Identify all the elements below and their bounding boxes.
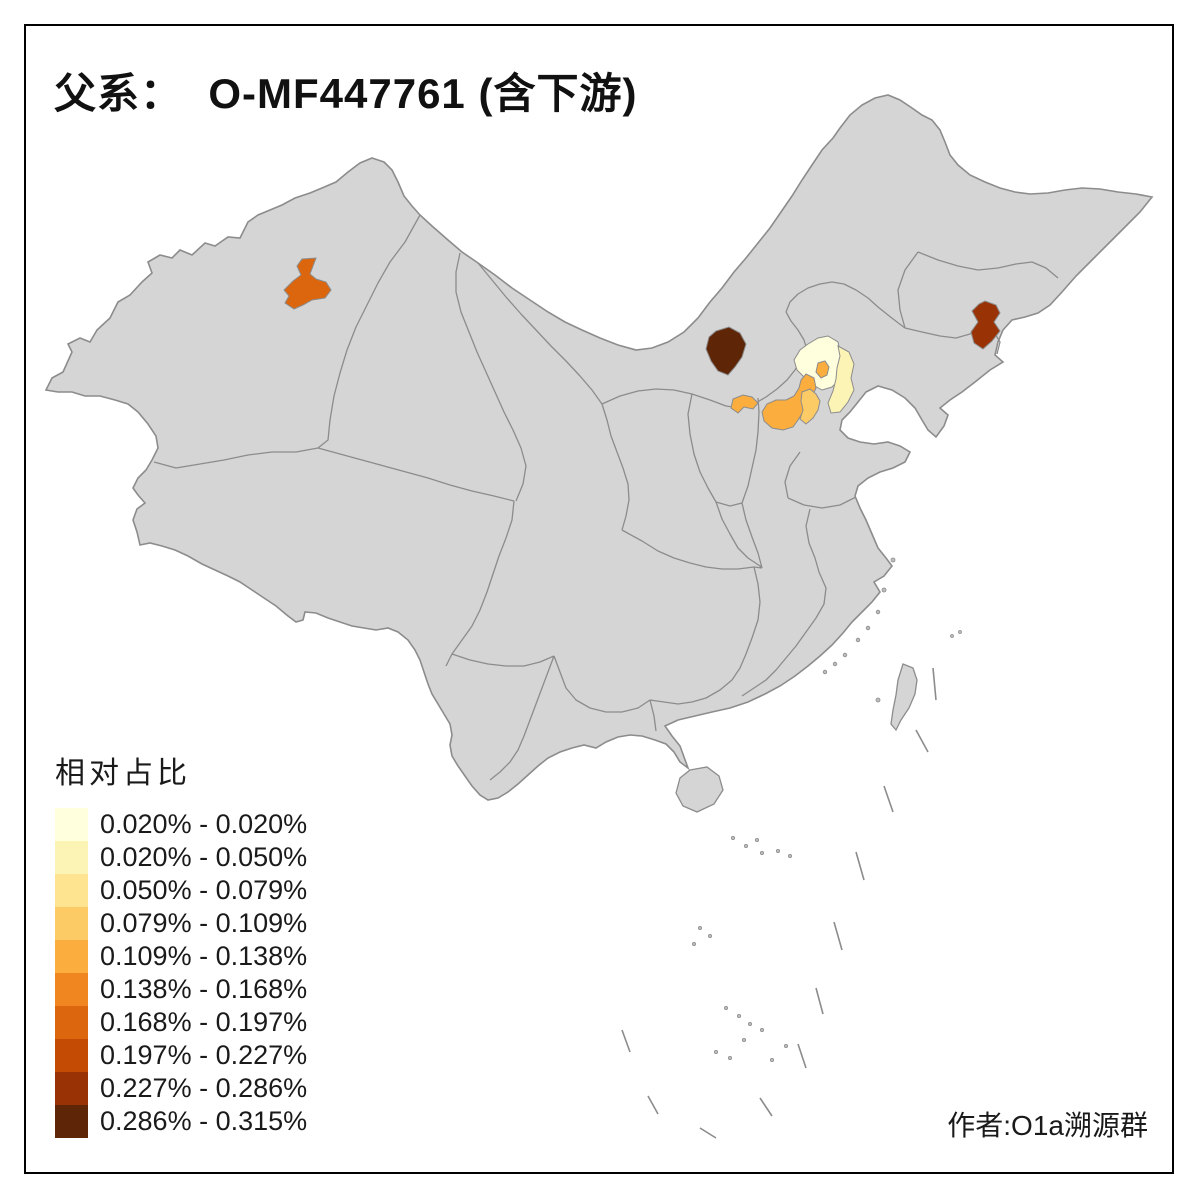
legend-label: 0.079% - 0.109%: [100, 908, 308, 938]
province-borders: [153, 214, 1059, 781]
legend-swatch: [55, 940, 88, 973]
attribution-text: 作者:O1a溯源群: [947, 1110, 1148, 1141]
legend: 相对占比 0.020% - 0.020% 0.020% - 0.050% 0.0…: [55, 748, 307, 1138]
legend-swatch: [55, 874, 88, 907]
legend-label: 0.050% - 0.079%: [100, 875, 308, 905]
legend-swatch: [55, 808, 88, 841]
legend-label: 0.109% - 0.138%: [100, 941, 308, 971]
legend-swatch: [55, 841, 88, 874]
region-east-central-hebei: [799, 388, 821, 425]
legend-label: 0.286% - 0.315%: [100, 1106, 308, 1136]
legend-row: 0.020% - 0.020%: [55, 808, 307, 841]
taiwan-island: [890, 663, 918, 732]
region-langfang-exclave: [815, 360, 830, 379]
legend-swatch: [55, 907, 88, 940]
legend-swatch: [55, 1039, 88, 1072]
legend-row: 0.168% - 0.197%: [55, 1006, 307, 1039]
legend-row: 0.197% - 0.227%: [55, 1039, 307, 1072]
legend-label: 0.020% - 0.020%: [100, 809, 308, 839]
nine-dash-line: [621, 667, 937, 1139]
legend-label: 0.020% - 0.050%: [100, 842, 308, 872]
small-islands: [692, 557, 962, 1063]
legend-row: 0.227% - 0.286%: [55, 1072, 307, 1105]
region-central-hebei-west: [730, 394, 759, 414]
legend-swatch: [55, 1105, 88, 1138]
legend-swatch: [55, 1072, 88, 1105]
legend-label: 0.168% - 0.197%: [100, 1007, 308, 1037]
legend-swatch: [55, 973, 88, 1006]
legend-label: 0.138% - 0.168%: [100, 974, 308, 1004]
region-xinjiang-urumqi-area: [283, 257, 332, 310]
page-title: 父系： O-MF447761 (含下游): [54, 70, 638, 117]
legend-row: 0.109% - 0.138%: [55, 940, 307, 973]
china-mainland-outline: [44, 94, 1154, 801]
region-northwest-hebei-area: [705, 326, 747, 376]
legend-label: 0.197% - 0.227%: [100, 1040, 308, 1070]
legend-row: 0.050% - 0.079%: [55, 874, 307, 907]
legend-label: 0.227% - 0.286%: [100, 1073, 308, 1103]
region-jilin-area: [970, 300, 1001, 350]
legend-row: 0.138% - 0.168%: [55, 973, 307, 1006]
legend-row: 0.079% - 0.109%: [55, 907, 307, 940]
legend-swatch: [55, 1006, 88, 1039]
legend-row: 0.020% - 0.050%: [55, 841, 307, 874]
legend-row: 0.286% - 0.315%: [55, 1105, 307, 1138]
hainan-island: [675, 766, 724, 813]
legend-title: 相对占比: [55, 757, 191, 790]
region-tianjin: [827, 345, 855, 414]
